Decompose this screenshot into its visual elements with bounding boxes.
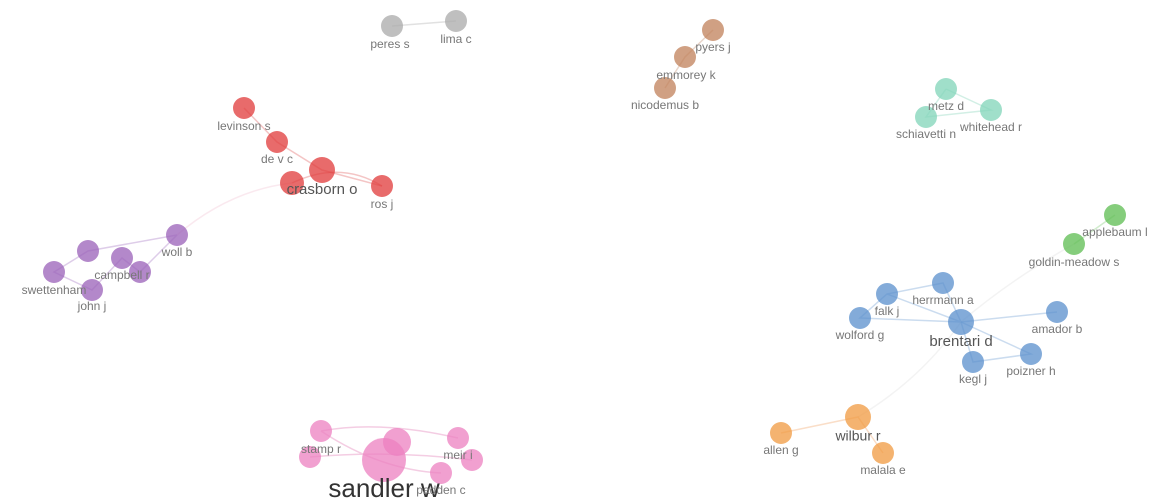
labels: peres s lima c pyers j emmorey k nicodem…: [22, 32, 1148, 503]
node-label: allen g: [763, 443, 798, 457]
node-label: campbell r: [94, 268, 149, 282]
node-label: kegl j: [959, 372, 987, 386]
node: [310, 420, 332, 442]
edge: [243, 107, 383, 187]
node: [915, 106, 937, 128]
nodes: [43, 10, 1126, 484]
node-label: peres s: [370, 37, 409, 51]
node: [461, 449, 483, 471]
node: [1104, 204, 1126, 226]
node-label: meir i: [443, 448, 472, 462]
node: [77, 240, 99, 262]
node-label: herrmann a: [912, 293, 974, 307]
node: [1020, 343, 1042, 365]
node-label: sandler w: [328, 473, 439, 503]
node-label: wilbur r: [834, 428, 880, 444]
node-label: goldin-meadow s: [1029, 255, 1120, 269]
edge: [924, 88, 994, 118]
node-label: malala e: [860, 463, 906, 477]
node: [932, 272, 954, 294]
node: [962, 351, 984, 373]
node: [129, 261, 151, 283]
node-label: padden c: [416, 483, 465, 497]
node-label: crasborn o: [287, 181, 358, 198]
node-label: whitehead r: [959, 120, 1022, 134]
edge: [176, 182, 293, 236]
node-label: brentari d: [929, 333, 992, 350]
node: [845, 404, 871, 430]
node-label: nicodemus b: [631, 98, 699, 112]
node-label: ros j: [371, 197, 394, 211]
node: [233, 97, 255, 119]
node-label: metz d: [928, 99, 964, 113]
node: [770, 422, 792, 444]
node: [81, 279, 103, 301]
node: [299, 446, 321, 468]
node-label: wolford g: [835, 328, 885, 342]
node: [430, 462, 452, 484]
node-label: pyers j: [695, 40, 730, 54]
node-label: falk j: [875, 304, 900, 318]
node: [166, 224, 188, 246]
node: [371, 175, 393, 197]
node: [876, 283, 898, 305]
node: [1063, 233, 1085, 255]
node-label: applebaum l: [1082, 225, 1147, 239]
node: [266, 131, 288, 153]
node: [849, 307, 871, 329]
node-label: amador b: [1032, 322, 1083, 336]
node-label: emmorey k: [656, 68, 716, 82]
node: [674, 46, 696, 68]
node-label: levinson s: [217, 119, 270, 133]
node: [309, 157, 335, 183]
node: [43, 261, 65, 283]
node: [654, 77, 676, 99]
edge: [960, 321, 1034, 363]
edge: [960, 243, 1075, 323]
node-label: de v c: [261, 152, 293, 166]
node: [381, 15, 403, 37]
node-label: woll b: [161, 245, 193, 259]
node: [935, 78, 957, 100]
node: [948, 309, 974, 335]
node-label: john j: [77, 299, 107, 313]
node: [447, 427, 469, 449]
node: [702, 19, 724, 41]
node: [362, 438, 406, 482]
node-label: lima c: [440, 32, 471, 46]
node: [280, 171, 304, 195]
edge: [857, 321, 962, 418]
node: [111, 247, 133, 269]
node-label: swettenham: [22, 283, 87, 297]
node-label: stamp r: [301, 442, 341, 456]
node-label: poizner h: [1006, 364, 1055, 378]
node: [872, 442, 894, 464]
node: [445, 10, 467, 32]
node: [980, 99, 1002, 121]
node-label: schiavetti n: [896, 127, 956, 141]
node: [1046, 301, 1068, 323]
